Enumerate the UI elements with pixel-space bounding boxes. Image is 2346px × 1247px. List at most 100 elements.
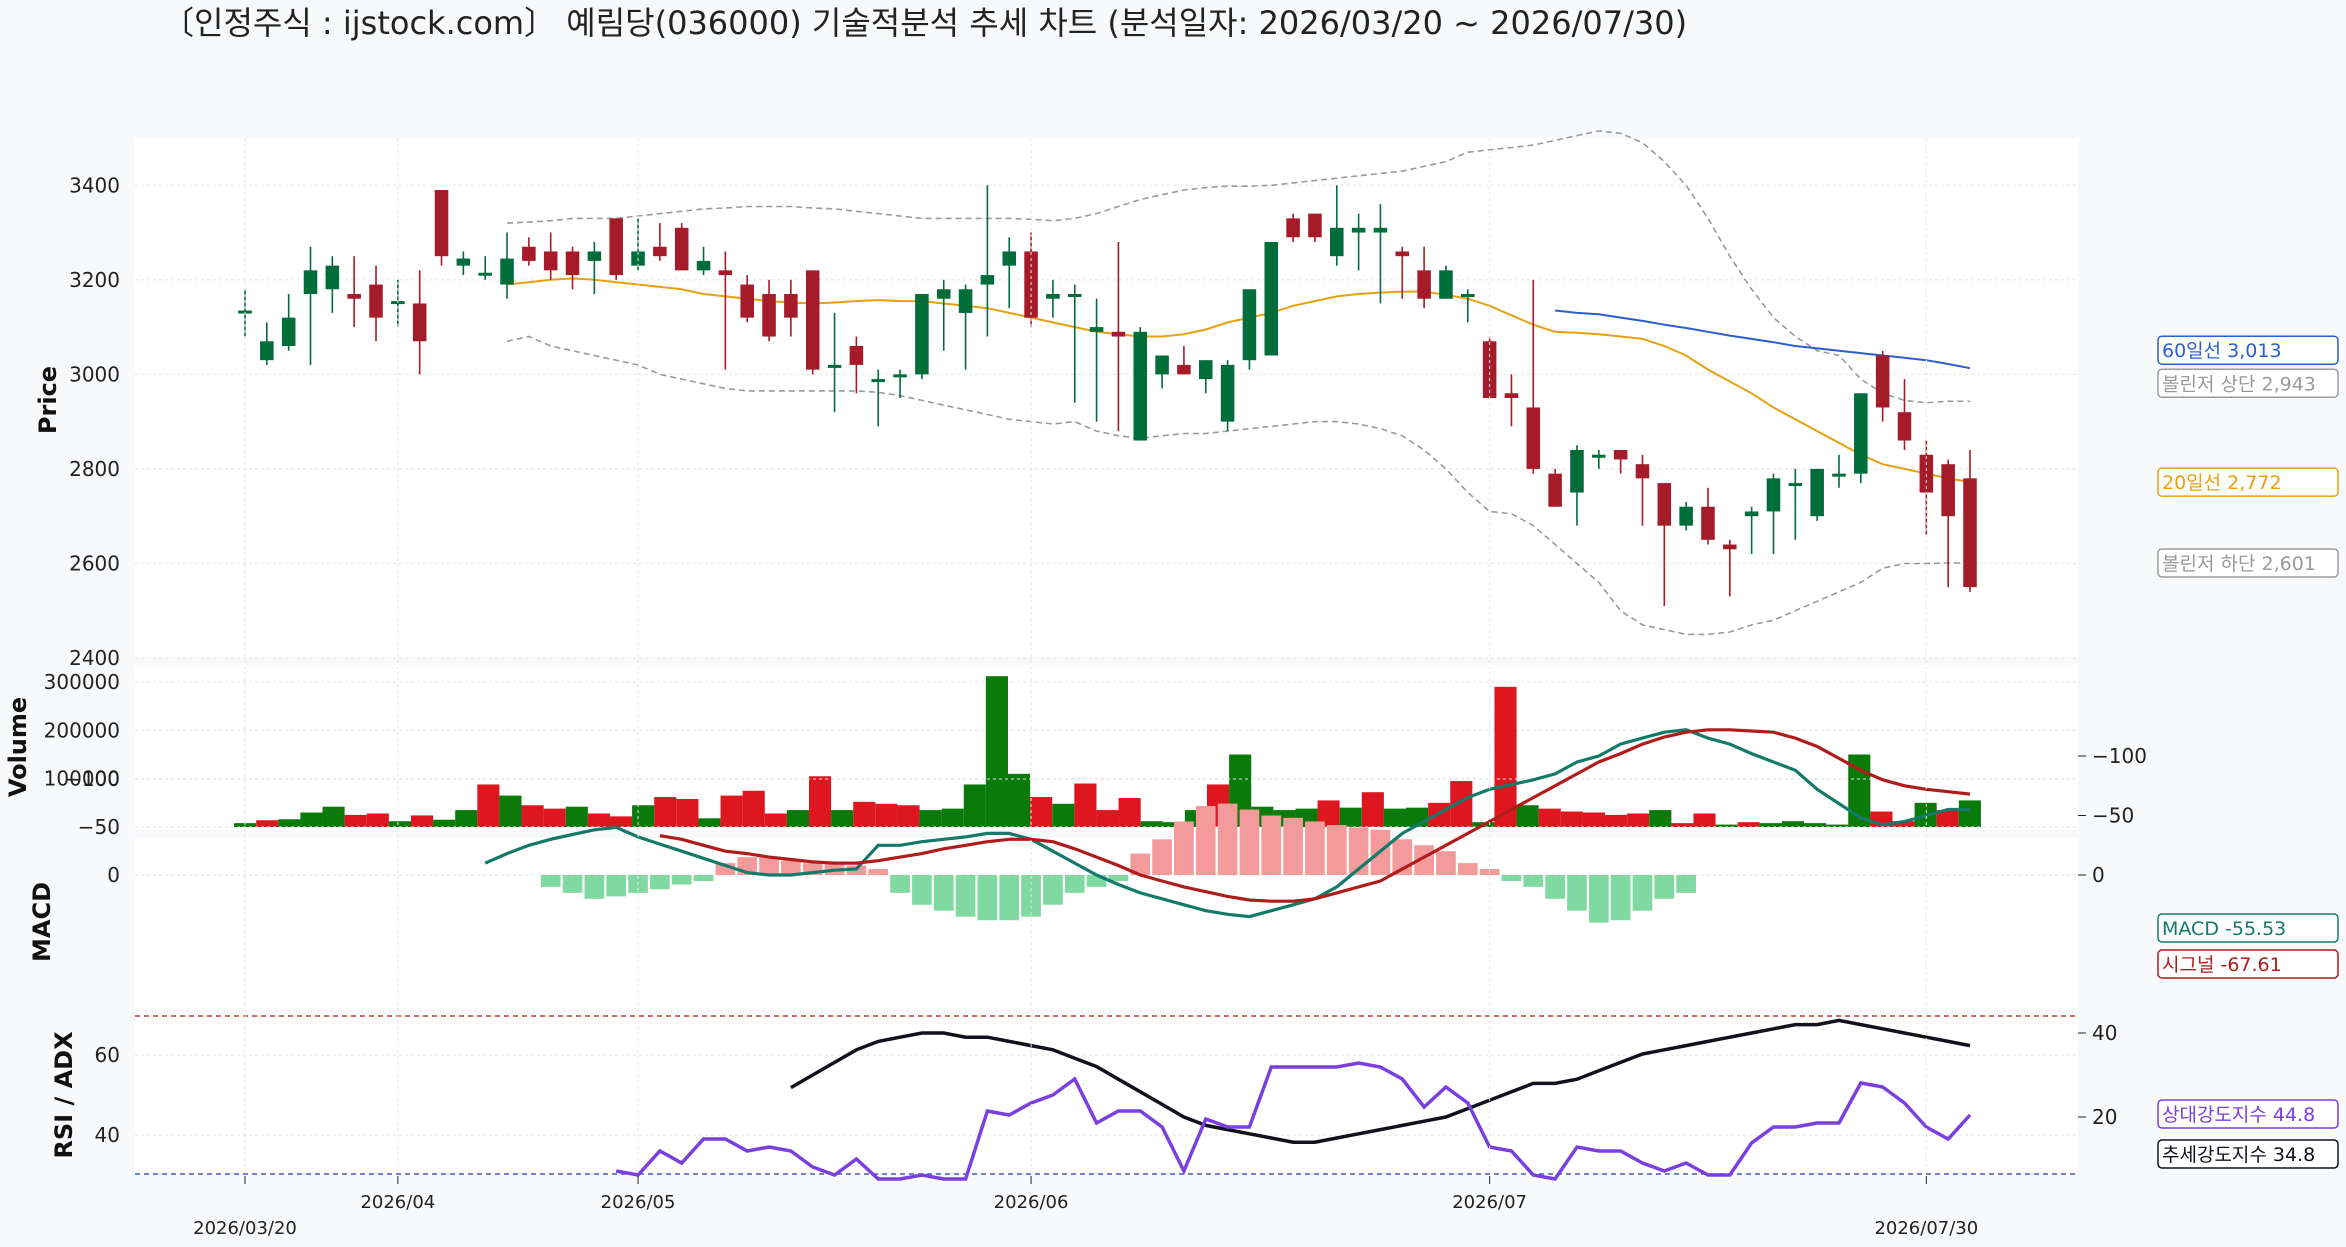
candle-body	[1810, 468, 1824, 517]
candle-body	[478, 272, 492, 276]
candle-body	[1133, 331, 1148, 441]
volume-bar	[1826, 824, 1849, 827]
candle-body	[369, 284, 383, 318]
macd-left-tick-label: 0	[107, 863, 120, 887]
macd-histogram-bar	[1174, 821, 1194, 875]
price-tick-label: 2400	[69, 646, 120, 670]
candle-body	[1504, 393, 1519, 398]
macd-histogram-bar	[781, 860, 801, 875]
volume-bar	[1030, 797, 1053, 827]
candle-body	[1002, 251, 1017, 266]
volume-bar	[455, 810, 478, 827]
candle-body	[653, 246, 667, 257]
macd-left-tick-label: −50	[78, 815, 120, 839]
candle-body	[1723, 544, 1737, 550]
volume-bar	[919, 810, 942, 827]
macd-histogram-bar	[1632, 875, 1653, 911]
macd-value-label-box	[2157, 913, 2339, 943]
candle-body	[522, 246, 536, 261]
candle-body	[303, 270, 318, 294]
volume-bar	[609, 816, 633, 827]
candle-body	[1875, 355, 1890, 408]
volume-bar	[1936, 810, 1959, 827]
macd-histogram-bar	[1545, 875, 1565, 899]
candle-body	[565, 251, 580, 276]
volume-bar	[344, 814, 367, 827]
signal-value-label-box	[2157, 949, 2339, 979]
x-tick-label: 2026/06	[994, 1192, 1069, 1213]
macd-histogram-bar	[1086, 875, 1107, 887]
volume-bar	[985, 676, 1008, 827]
macd-histogram-bar	[693, 875, 714, 881]
volume-bar	[963, 784, 986, 827]
volume-bar	[742, 790, 765, 827]
macd-line	[484, 728, 1970, 919]
volume-bar	[1538, 808, 1561, 827]
macd-histogram-bar	[1588, 875, 1609, 923]
bollinger-upper-line	[506, 130, 1970, 404]
volume-bar	[1162, 822, 1185, 827]
candle-body	[1220, 364, 1235, 422]
candle-body	[500, 258, 514, 285]
volume-bar	[1892, 821, 1915, 827]
volume-bar	[875, 803, 898, 827]
chart-title: 〔인정주식 : ijstock.com〕 예림당(036000) 기술적분석 추…	[162, 4, 1687, 42]
rsi-adx-axis-label: RSI / ADX	[50, 1031, 78, 1159]
candle-body	[1286, 218, 1300, 238]
volume-bar	[676, 798, 699, 827]
candle-body	[1111, 331, 1126, 337]
macd-histogram-bar	[584, 875, 605, 899]
candle-body	[871, 379, 885, 383]
x-tick-label: 2026/05	[601, 1192, 676, 1213]
macd-histogram-bar	[912, 875, 932, 905]
volume-bar	[433, 819, 456, 827]
candle-body	[893, 374, 907, 378]
candle-body	[1264, 242, 1279, 356]
macd-histogram-bar	[1610, 875, 1631, 921]
macd-histogram-bar	[955, 875, 976, 917]
x-tick-label: 2026/07	[1452, 1192, 1527, 1213]
volume-bar	[1671, 823, 1694, 827]
macd-histogram-bar	[671, 875, 692, 885]
adx-value-label-box	[2157, 1139, 2339, 1169]
adx-value-label: 추세강도지수 34.8	[2162, 1144, 2315, 1166]
candle-body	[412, 303, 427, 342]
macd-histogram-bar	[1043, 875, 1063, 905]
macd-histogram-bar	[933, 875, 954, 911]
macd-histogram-bar	[1326, 825, 1347, 875]
macd-histogram-bar	[1064, 875, 1085, 893]
candle-body	[1308, 213, 1322, 238]
candle-body	[347, 294, 361, 299]
macd-histogram-bar	[1676, 875, 1696, 893]
volume-bar	[720, 795, 743, 827]
macd-histogram-bar	[1436, 851, 1456, 875]
candle-body	[762, 294, 776, 337]
candle-body	[1046, 294, 1060, 299]
volume-bar	[1383, 808, 1407, 827]
volume-bar	[1958, 800, 1981, 827]
volume-bar	[1560, 811, 1583, 827]
volume-bar	[1494, 686, 1517, 827]
volume-bar	[1759, 823, 1782, 827]
macd-histogram-bar	[1457, 863, 1478, 875]
candle-body	[1788, 483, 1803, 487]
volume-bar	[1582, 812, 1606, 827]
candle-body	[1941, 464, 1955, 517]
macd-histogram-bar	[715, 863, 736, 875]
macd-panel: 0 −50 −100 0 −50 −100 MACD MACD -55.53 시그널 -67.6…	[28, 728, 2339, 1010]
volume-bar	[499, 795, 522, 827]
candle-body	[1613, 450, 1628, 460]
volume-bar	[234, 823, 257, 827]
candle-body	[325, 265, 340, 290]
candle-body	[936, 289, 951, 299]
candle-body	[980, 275, 995, 285]
bollinger-lower-line	[506, 335, 1970, 636]
price-tick-label: 3200	[69, 268, 120, 292]
volume-bar	[808, 776, 832, 827]
volume-bar	[410, 815, 434, 827]
macd-histogram-bar	[1130, 853, 1151, 875]
volume-bar	[764, 813, 787, 827]
macd-histogram-bar	[890, 875, 910, 893]
volume-bar	[587, 813, 610, 827]
